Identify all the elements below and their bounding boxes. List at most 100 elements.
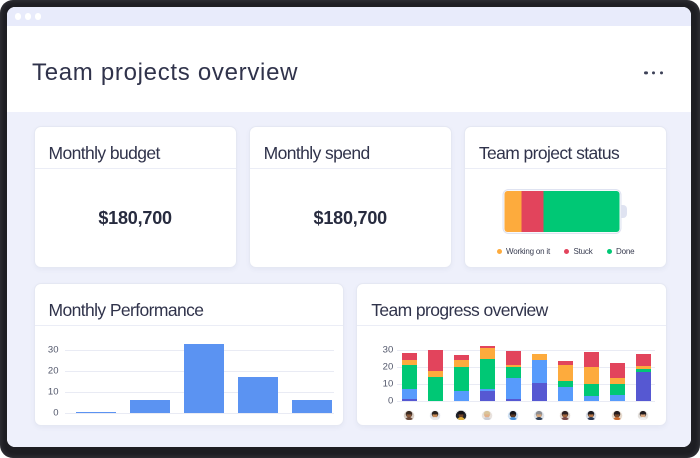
progress-stacked-bar[interactable] — [583, 352, 599, 401]
progress-stacked-bar[interactable] — [557, 360, 573, 401]
card-title: Monthly budget — [34, 127, 236, 169]
progress-stacked-bar[interactable] — [531, 353, 547, 401]
performance-bar[interactable] — [130, 400, 171, 413]
progress-stacked-bar[interactable] — [609, 363, 625, 401]
performance-bar-chart: 0 10 20 30 — [35, 326, 344, 425]
app-window: Team projects overview Monthly budget $1… — [7, 7, 691, 447]
progress-stacked-bar[interactable] — [505, 351, 521, 401]
y-tick-label: 30 — [382, 344, 394, 355]
y-tick-label: 0 — [387, 395, 394, 406]
bar-segment-dark-blue — [479, 391, 495, 401]
bar-segment-orange — [479, 347, 495, 359]
window-titlebar — [7, 7, 691, 26]
legend-item: Done — [606, 247, 635, 256]
legend-item: Working on it — [496, 247, 550, 256]
card-title: Monthly Performance — [34, 284, 344, 326]
bar-segment-orange — [583, 366, 599, 385]
progress-stacked-bar[interactable] — [479, 346, 495, 401]
dashboard-body: Monthly budget $180,700 Monthly spend $1… — [7, 112, 691, 447]
performance-bar[interactable] — [184, 343, 225, 413]
progress-stacked-bar[interactable] — [427, 349, 443, 401]
bar-segment-orange — [557, 364, 573, 381]
gridline — [397, 366, 655, 368]
bar-segment-green — [401, 364, 417, 390]
gridline — [397, 349, 655, 351]
bar-segment-green — [427, 376, 443, 401]
legend-item: Stuck — [563, 247, 593, 256]
person-avatar[interactable] — [533, 408, 545, 420]
person-avatar[interactable] — [559, 408, 571, 420]
progress-stacked-bar[interactable] — [635, 353, 651, 401]
legend-label: Stuck — [573, 247, 593, 256]
y-tick-label: 10 — [382, 378, 394, 389]
bar-segment-green — [609, 384, 625, 396]
bar-segment-green — [505, 366, 521, 379]
cards-row-bottom: Monthly Performance 0 10 20 30 Team progres… — [33, 283, 667, 426]
person-avatar[interactable] — [637, 408, 649, 420]
legend-label: Working on it — [506, 247, 550, 256]
gridline — [397, 383, 655, 385]
bar-segment-orange — [401, 359, 417, 365]
bar-segment-blue — [557, 386, 573, 401]
card-monthly-spend: Monthly spend $180,700 — [248, 126, 452, 268]
window-control-dot[interactable] — [14, 13, 22, 20]
bar-segment-blue — [453, 391, 469, 401]
bar-segment-blue — [531, 359, 547, 383]
y-tick-label: 10 — [47, 386, 59, 398]
progress-stacked-bar[interactable] — [401, 352, 417, 401]
gridline — [397, 400, 655, 402]
bar-segment-green — [453, 367, 469, 392]
bar-segment-green — [583, 384, 599, 397]
battery-segment-stuck — [521, 190, 544, 232]
y-tick-label: 20 — [382, 361, 394, 372]
bar-segment-red — [453, 354, 469, 360]
card-monthly-budget: Monthly budget $180,700 — [33, 126, 237, 268]
bar-segment-red — [635, 353, 651, 366]
bar-segment-green — [635, 369, 651, 372]
performance-bar[interactable] — [76, 411, 117, 413]
bars-area — [70, 326, 340, 413]
bar-segment-dark-blue — [635, 371, 651, 401]
bar-segment-orange — [505, 364, 521, 367]
battery-bar — [502, 188, 622, 234]
y-tick-label: 30 — [47, 344, 59, 356]
y-tick-label: 20 — [47, 365, 59, 377]
progress-stacked-chart: 0 10 20 30 — [357, 326, 666, 425]
progress-stacked-bar[interactable] — [453, 354, 469, 401]
card-team-progress: Team progress overview 0 10 20 30 — [356, 283, 667, 426]
bar-segment-green — [557, 380, 573, 387]
window-control-dot[interactable] — [24, 13, 32, 20]
bar-segment-red — [557, 360, 573, 365]
card-team-project-status: Team project status Working on it Stuck Do… — [463, 126, 668, 268]
card-title: Team project status — [464, 127, 667, 169]
bar-segment-green — [479, 358, 495, 389]
dashboard-header: Team projects overview — [7, 26, 691, 112]
bar-segment-red — [609, 363, 625, 378]
person-avatar[interactable] — [611, 408, 623, 420]
performance-bar[interactable] — [292, 400, 333, 413]
bar-segment-red — [479, 346, 495, 348]
battery-chart: Working on it Stuck Done — [465, 169, 666, 267]
person-avatar[interactable] — [403, 408, 415, 420]
ellipsis-menu-icon[interactable] — [638, 65, 669, 80]
cards-row-top: Monthly budget $180,700 Monthly spend $1… — [33, 126, 668, 268]
bar-segment-blue — [401, 389, 417, 399]
bars-area — [396, 326, 656, 401]
bar-segment-dark-blue — [531, 382, 547, 401]
bar-segment-red — [505, 351, 521, 365]
legend-dot-icon — [563, 248, 570, 255]
person-avatar[interactable] — [507, 408, 519, 420]
person-avatar[interactable] — [585, 408, 597, 420]
bar-segment-orange — [453, 359, 469, 368]
window-control-dot[interactable] — [35, 13, 42, 20]
performance-bar[interactable] — [238, 377, 279, 413]
legend-dot-icon — [606, 248, 612, 255]
budget-value: $180,700 — [98, 207, 172, 228]
battery-nub — [621, 204, 628, 218]
person-avatar[interactable] — [481, 408, 493, 420]
person-avatar[interactable] — [429, 408, 441, 420]
card-title: Monthly spend — [249, 127, 451, 169]
gridline — [64, 413, 335, 414]
person-avatar[interactable] — [455, 408, 467, 420]
